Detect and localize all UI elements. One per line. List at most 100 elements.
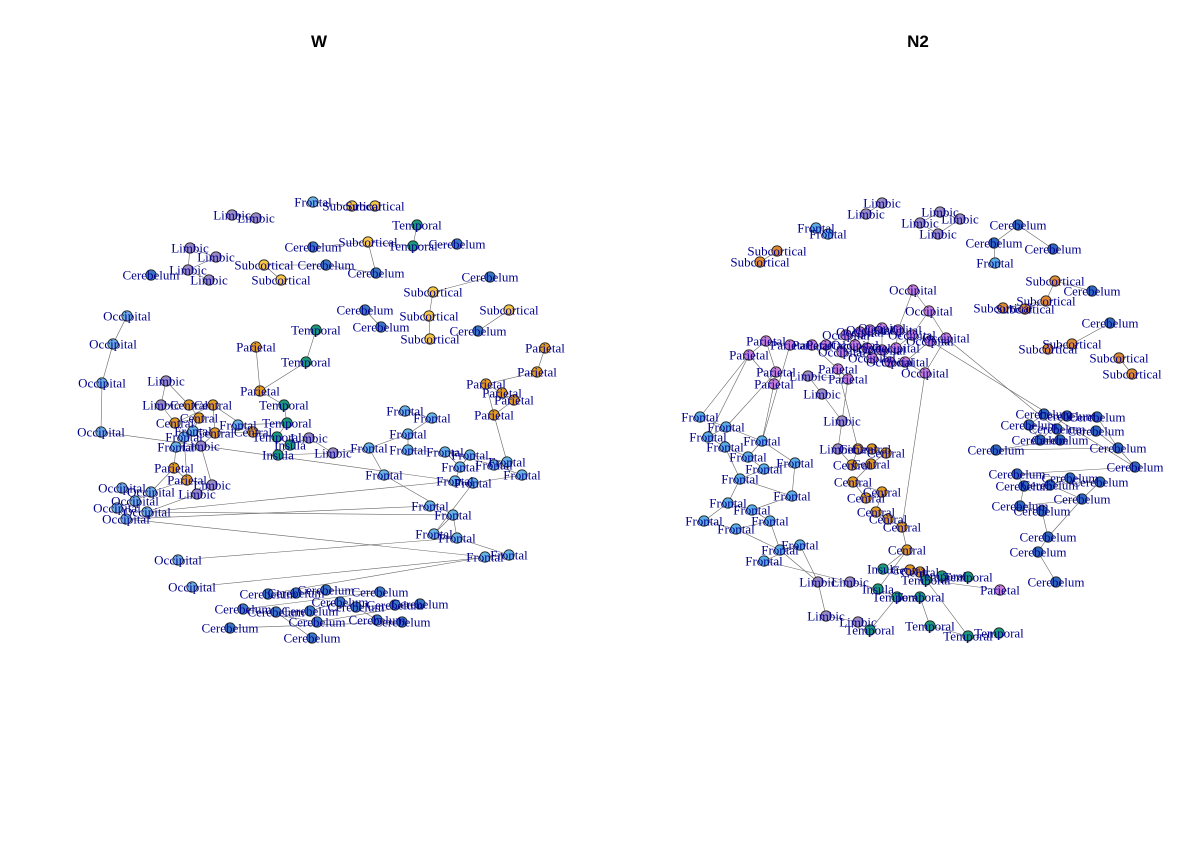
node-label-n2-95: Insula <box>862 582 894 597</box>
node-n2-limbic-2 <box>934 206 946 218</box>
edge-n2-145 <box>1016 466 1136 475</box>
node-label-w-41: Central <box>194 398 233 413</box>
edge-w-72 <box>469 454 508 463</box>
node-label-n2-61: Frontal <box>776 456 814 471</box>
node-label-n2-114: Cerebelum <box>1106 460 1163 475</box>
node-label-w-29: Temporal <box>291 323 341 338</box>
node-label-n2-110: Cerebelum <box>1011 433 1068 448</box>
node-label-n2-109: Cerebelum <box>1067 424 1124 439</box>
node-n2-frontal-57 <box>719 441 731 453</box>
node-label-n2-18: Subcortical <box>973 301 1033 316</box>
node-label-n2-98: Limbic <box>807 609 845 624</box>
node-n2-occipital-33 <box>864 324 876 336</box>
node-label-n2-99: Limbic <box>839 615 877 630</box>
node-n2-frontal-64 <box>722 497 734 509</box>
node-w-frontal-0 <box>307 196 319 208</box>
node-n2-cerebelum-110 <box>1034 434 1046 446</box>
node-label-w-90: Frontal <box>466 550 504 565</box>
node-n2-subcortical-24 <box>1113 352 1125 364</box>
node-n2-limbic-1 <box>860 208 872 220</box>
node-w-occipital-78 <box>145 486 157 498</box>
node-label-w-28: Occipital <box>89 337 137 352</box>
node-label-w-93: Cerebelum <box>239 587 296 602</box>
node-label-w-2: Subcortical <box>345 199 405 214</box>
node-label-w-49: Frontal <box>219 418 257 433</box>
node-w-limbic-75 <box>206 479 218 491</box>
node-n2-parietal-30 <box>820 339 832 351</box>
node-label-w-45: Central <box>156 416 195 431</box>
node-n2-occipital-42 <box>890 342 902 354</box>
node-w-cerebelum-104 <box>311 616 323 628</box>
edge-n2-149 <box>1019 498 1083 507</box>
node-label-w-6: Cerebelum <box>284 240 341 255</box>
node-n2-frontal-63 <box>786 490 798 502</box>
node-w-frontal-47 <box>187 425 199 437</box>
node-label-w-97: Cerebelum <box>214 602 271 617</box>
node-n2-temporal-97 <box>914 591 926 603</box>
node-label-n2-91: Temporal <box>943 570 993 585</box>
node-w-cerebelum-24 <box>375 321 387 333</box>
node-label-n2-100: Temporal <box>845 623 895 638</box>
node-label-w-83: Occipital <box>123 505 171 520</box>
node-label-n2-40: Occipital <box>843 341 891 356</box>
node-label-w-54: Central <box>196 426 235 441</box>
node-label-n2-96: Temporal <box>872 590 922 605</box>
node-label-n2-43: Occipital <box>818 345 866 360</box>
node-w-limbic-39 <box>155 399 167 411</box>
edge-w-5 <box>367 241 414 247</box>
node-w-parietal-50 <box>488 409 500 421</box>
node-label-n2-15: Cerebelum <box>1063 284 1120 299</box>
node-label-w-79: Frontal <box>436 474 474 489</box>
node-w-central-55 <box>247 426 259 438</box>
node-label-n2-21: Cerebelum <box>1081 316 1138 331</box>
node-label-n2-86: Insula <box>867 562 899 577</box>
node-label-n2-54: Frontal <box>681 410 719 425</box>
edge-w-39 <box>485 371 538 385</box>
node-label-w-16: Limbic <box>169 263 207 278</box>
node-w-cerebelum-108 <box>306 632 318 644</box>
node-w-frontal-68 <box>501 456 513 468</box>
edge-n2-63 <box>761 344 791 442</box>
edge-n2-52 <box>811 344 839 370</box>
node-w-parietal-37 <box>254 385 266 397</box>
edge-w-90 <box>456 537 510 556</box>
node-label-w-80: Frontal <box>454 476 492 491</box>
network-panel-w: FrontalSubcorticalSubcorticalLimbicLimbi… <box>77 195 565 646</box>
node-label-w-55: Central <box>234 425 273 440</box>
node-n2-limbic-4 <box>914 217 926 229</box>
node-label-n2-45: Occipital <box>866 355 914 370</box>
node-w-cerebelum-20 <box>484 271 496 283</box>
node-w-frontal-86 <box>447 509 459 521</box>
node-w-cerebelum-98 <box>270 606 282 618</box>
node-label-n2-76: Central <box>867 446 906 461</box>
node-n2-central-75 <box>866 443 878 455</box>
node-label-n2-24: Subcortical <box>1089 351 1149 366</box>
node-label-w-51: Frontal <box>413 411 451 426</box>
node-label-w-38: Parietal <box>482 386 522 401</box>
node-n2-limbic-0 <box>876 197 888 209</box>
node-label-w-68: Frontal <box>488 455 526 470</box>
node-label-n2-101: Temporal <box>905 619 955 634</box>
node-label-w-42: Temporal <box>259 398 309 413</box>
node-label-n2-90: Temporal <box>917 569 967 584</box>
node-w-subcortical-12 <box>258 259 270 271</box>
edge-n2-64 <box>901 372 926 528</box>
node-n2-cerebelum-120 <box>1076 493 1088 505</box>
node-w-limbic-63 <box>327 447 339 459</box>
node-w-frontal-87 <box>428 528 440 540</box>
edge-w-28 <box>255 346 261 392</box>
node-n2-cerebelum-116 <box>1064 472 1076 484</box>
node-label-n2-50: Parietal <box>818 362 858 377</box>
node-label-w-98: Cerebelum <box>247 605 304 620</box>
node-label-w-74: Parietal <box>167 473 207 488</box>
node-label-w-10: Limbic <box>171 241 209 256</box>
node-w-frontal-79 <box>449 475 461 487</box>
node-label-n2-67: Frontal <box>685 514 723 529</box>
node-label-w-8: Temporal <box>388 239 438 254</box>
edge-w-19 <box>477 309 510 332</box>
node-w-occipital-76 <box>116 482 128 494</box>
node-w-limbic-3 <box>226 209 238 221</box>
node-label-n2-111: Cerebelum <box>1031 433 1088 448</box>
node-w-occipital-28 <box>107 338 119 350</box>
node-label-n2-103: Temporal <box>974 626 1024 641</box>
